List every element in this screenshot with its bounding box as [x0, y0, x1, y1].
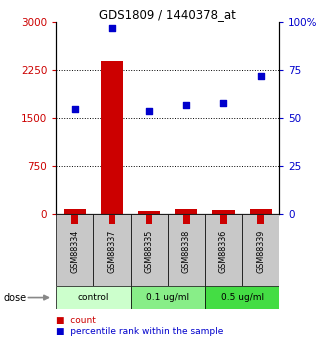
- Bar: [131, 214, 168, 286]
- Text: GSM88337: GSM88337: [108, 230, 117, 273]
- Text: GSM88336: GSM88336: [219, 230, 228, 273]
- Bar: [56, 286, 131, 309]
- Point: [184, 102, 189, 108]
- Text: GSM88335: GSM88335: [145, 230, 154, 273]
- Point: [221, 100, 226, 106]
- Bar: [131, 286, 205, 309]
- Title: GDS1809 / 1440378_at: GDS1809 / 1440378_at: [99, 8, 236, 21]
- Bar: [205, 286, 279, 309]
- Bar: [183, 215, 190, 224]
- Text: control: control: [78, 293, 109, 302]
- Text: GSM88338: GSM88338: [182, 230, 191, 273]
- Bar: [175, 209, 197, 214]
- Bar: [257, 215, 264, 224]
- Bar: [168, 214, 205, 286]
- Bar: [205, 214, 242, 286]
- Bar: [249, 209, 272, 214]
- Text: dose: dose: [3, 293, 26, 303]
- Text: GSM88334: GSM88334: [70, 230, 79, 273]
- Bar: [101, 61, 123, 214]
- Text: ■  count: ■ count: [56, 316, 96, 325]
- Text: GSM88339: GSM88339: [256, 230, 265, 273]
- Text: ■  percentile rank within the sample: ■ percentile rank within the sample: [56, 327, 223, 336]
- Bar: [220, 215, 227, 224]
- Bar: [242, 214, 279, 286]
- Bar: [138, 211, 160, 214]
- Point: [109, 26, 115, 31]
- Bar: [56, 214, 93, 286]
- Bar: [108, 215, 115, 224]
- Text: 0.5 ug/ml: 0.5 ug/ml: [221, 293, 264, 302]
- Bar: [146, 215, 152, 224]
- Point: [147, 108, 152, 113]
- Bar: [71, 215, 78, 224]
- Bar: [64, 209, 86, 214]
- Text: 0.1 ug/ml: 0.1 ug/ml: [146, 293, 189, 302]
- Bar: [213, 210, 235, 214]
- Point: [72, 106, 77, 111]
- Bar: [93, 214, 131, 286]
- Point: [258, 73, 263, 79]
